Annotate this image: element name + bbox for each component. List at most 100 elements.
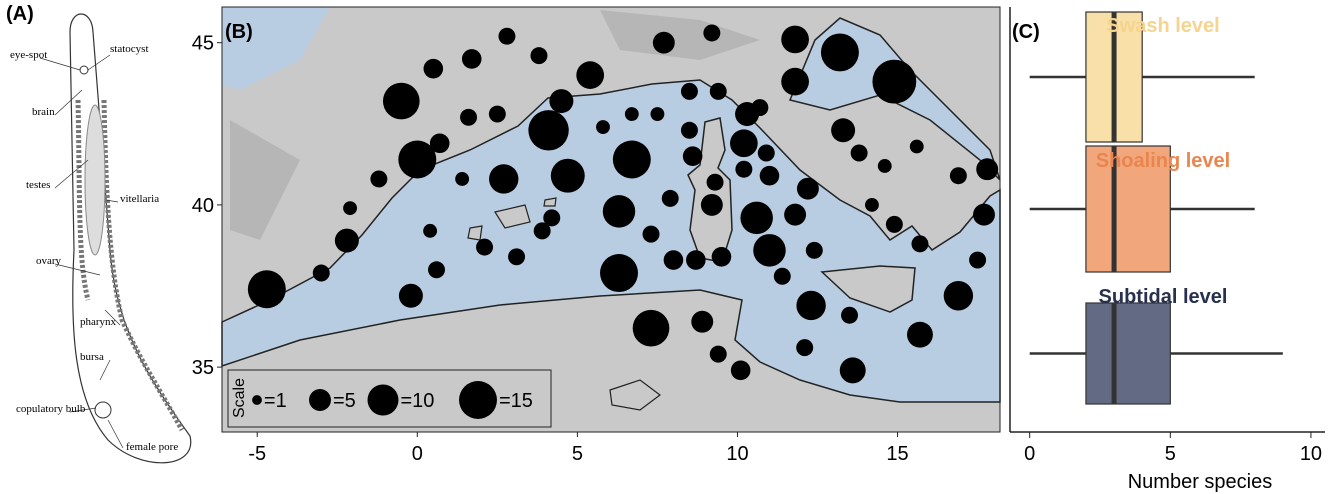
- site-bubble: [613, 141, 651, 179]
- part-label: female pore: [126, 441, 178, 453]
- scale-bubble: [309, 389, 331, 411]
- scale-label: =15: [499, 390, 533, 412]
- site-bubble: [735, 161, 752, 178]
- site-bubble: [596, 120, 610, 134]
- site-bubble: [710, 83, 727, 100]
- site-bubble: [865, 198, 879, 212]
- site-bubble: [343, 201, 357, 215]
- scale-label: =1: [264, 390, 287, 412]
- scale-label: =10: [400, 390, 434, 412]
- x-tick-label: 10: [726, 443, 748, 465]
- x-tick-label: 5: [572, 443, 583, 465]
- site-bubble: [551, 159, 585, 193]
- scale-bubble: [252, 395, 262, 405]
- site-bubble: [710, 346, 727, 363]
- x-tick-label: -5: [248, 443, 266, 465]
- site-bubble: [430, 133, 450, 153]
- box: [1086, 303, 1170, 404]
- site-bubble: [498, 28, 515, 45]
- category-label: Shoaling level: [1096, 150, 1230, 172]
- site-bubble: [476, 239, 493, 256]
- site-bubble: [683, 146, 703, 166]
- site-bubble: [976, 158, 998, 180]
- site-bubble: [703, 24, 720, 41]
- site-bubble: [730, 129, 758, 157]
- site-bubble: [944, 281, 973, 310]
- panel-a: (A): [6, 3, 191, 463]
- site-bubble: [383, 83, 420, 120]
- site-bubble: [691, 311, 713, 333]
- x-tick-label: 15: [886, 443, 908, 465]
- site-bubble: [528, 110, 568, 150]
- site-bubble: [731, 361, 751, 381]
- x-axis-label: Number species: [1128, 471, 1273, 493]
- site-bubble: [423, 224, 437, 238]
- site-bubble: [911, 235, 928, 252]
- site-bubble: [841, 307, 858, 324]
- site-bubble: [753, 234, 786, 267]
- site-bubble: [455, 172, 469, 186]
- panel-label: (B): [225, 21, 253, 43]
- part-label: brain: [32, 106, 55, 118]
- site-bubble: [681, 122, 698, 139]
- worm-outline: [70, 14, 191, 463]
- scale-title: Scale: [231, 378, 248, 418]
- site-bubble: [489, 106, 506, 123]
- site-bubble: [313, 265, 330, 282]
- site-bubble: [633, 310, 670, 347]
- site-bubble: [806, 242, 823, 259]
- x-tick-label: 0: [412, 443, 423, 465]
- y-tick-label: 45: [192, 33, 214, 55]
- site-bubble: [796, 339, 813, 356]
- site-bubble: [712, 247, 732, 267]
- figure: (A) eye-spot statocyst brain testes vitellar…: [0, 0, 1333, 494]
- site-bubble: [600, 254, 638, 292]
- part-label: vitellaria: [120, 193, 159, 205]
- site-bubble: [530, 47, 547, 64]
- map: [222, 7, 1000, 432]
- site-bubble: [625, 107, 639, 121]
- site-bubble: [603, 195, 636, 228]
- site-bubble: [774, 268, 791, 285]
- site-bubble: [950, 167, 967, 184]
- site-bubble: [840, 357, 866, 383]
- site-bubble: [784, 204, 806, 226]
- site-bubble: [643, 226, 660, 243]
- category-label: Swash level: [1106, 15, 1219, 37]
- y-tick-label: 40: [192, 195, 214, 217]
- part-label: eye-spot: [10, 49, 47, 61]
- testes-shape: [85, 105, 105, 255]
- part-label: bursa: [80, 351, 104, 363]
- site-bubble: [424, 59, 444, 79]
- part-label: copulatory bulb: [16, 403, 86, 415]
- site-bubble: [969, 252, 986, 269]
- site-bubble: [872, 60, 916, 104]
- site-bubble: [248, 270, 286, 308]
- site-bubble: [831, 118, 855, 142]
- site-bubble: [335, 229, 359, 253]
- scale-label: =5: [333, 390, 356, 412]
- site-bubble: [781, 26, 809, 54]
- site-bubble: [758, 145, 775, 162]
- site-bubble: [399, 284, 423, 308]
- x-tick-label: 10: [1300, 443, 1322, 465]
- site-bubble: [878, 159, 892, 173]
- site-bubble: [681, 83, 698, 100]
- site-bubble: [910, 140, 924, 154]
- site-bubble: [650, 107, 664, 121]
- scale-bubble: [368, 385, 399, 416]
- site-bubble: [851, 145, 868, 162]
- site-bubble: [460, 109, 477, 126]
- site-bubble: [370, 170, 387, 187]
- part-label: statocyst: [110, 43, 149, 55]
- category-label: Subtidal level: [1099, 286, 1228, 308]
- site-bubble: [549, 89, 573, 113]
- site-bubble: [821, 33, 859, 71]
- site-bubble: [886, 216, 903, 233]
- site-bubble: [796, 291, 825, 320]
- site-bubble: [576, 61, 604, 89]
- site-bubble: [973, 204, 995, 226]
- part-label: testes: [26, 179, 50, 191]
- site-bubble: [760, 166, 780, 186]
- site-bubble: [781, 68, 809, 96]
